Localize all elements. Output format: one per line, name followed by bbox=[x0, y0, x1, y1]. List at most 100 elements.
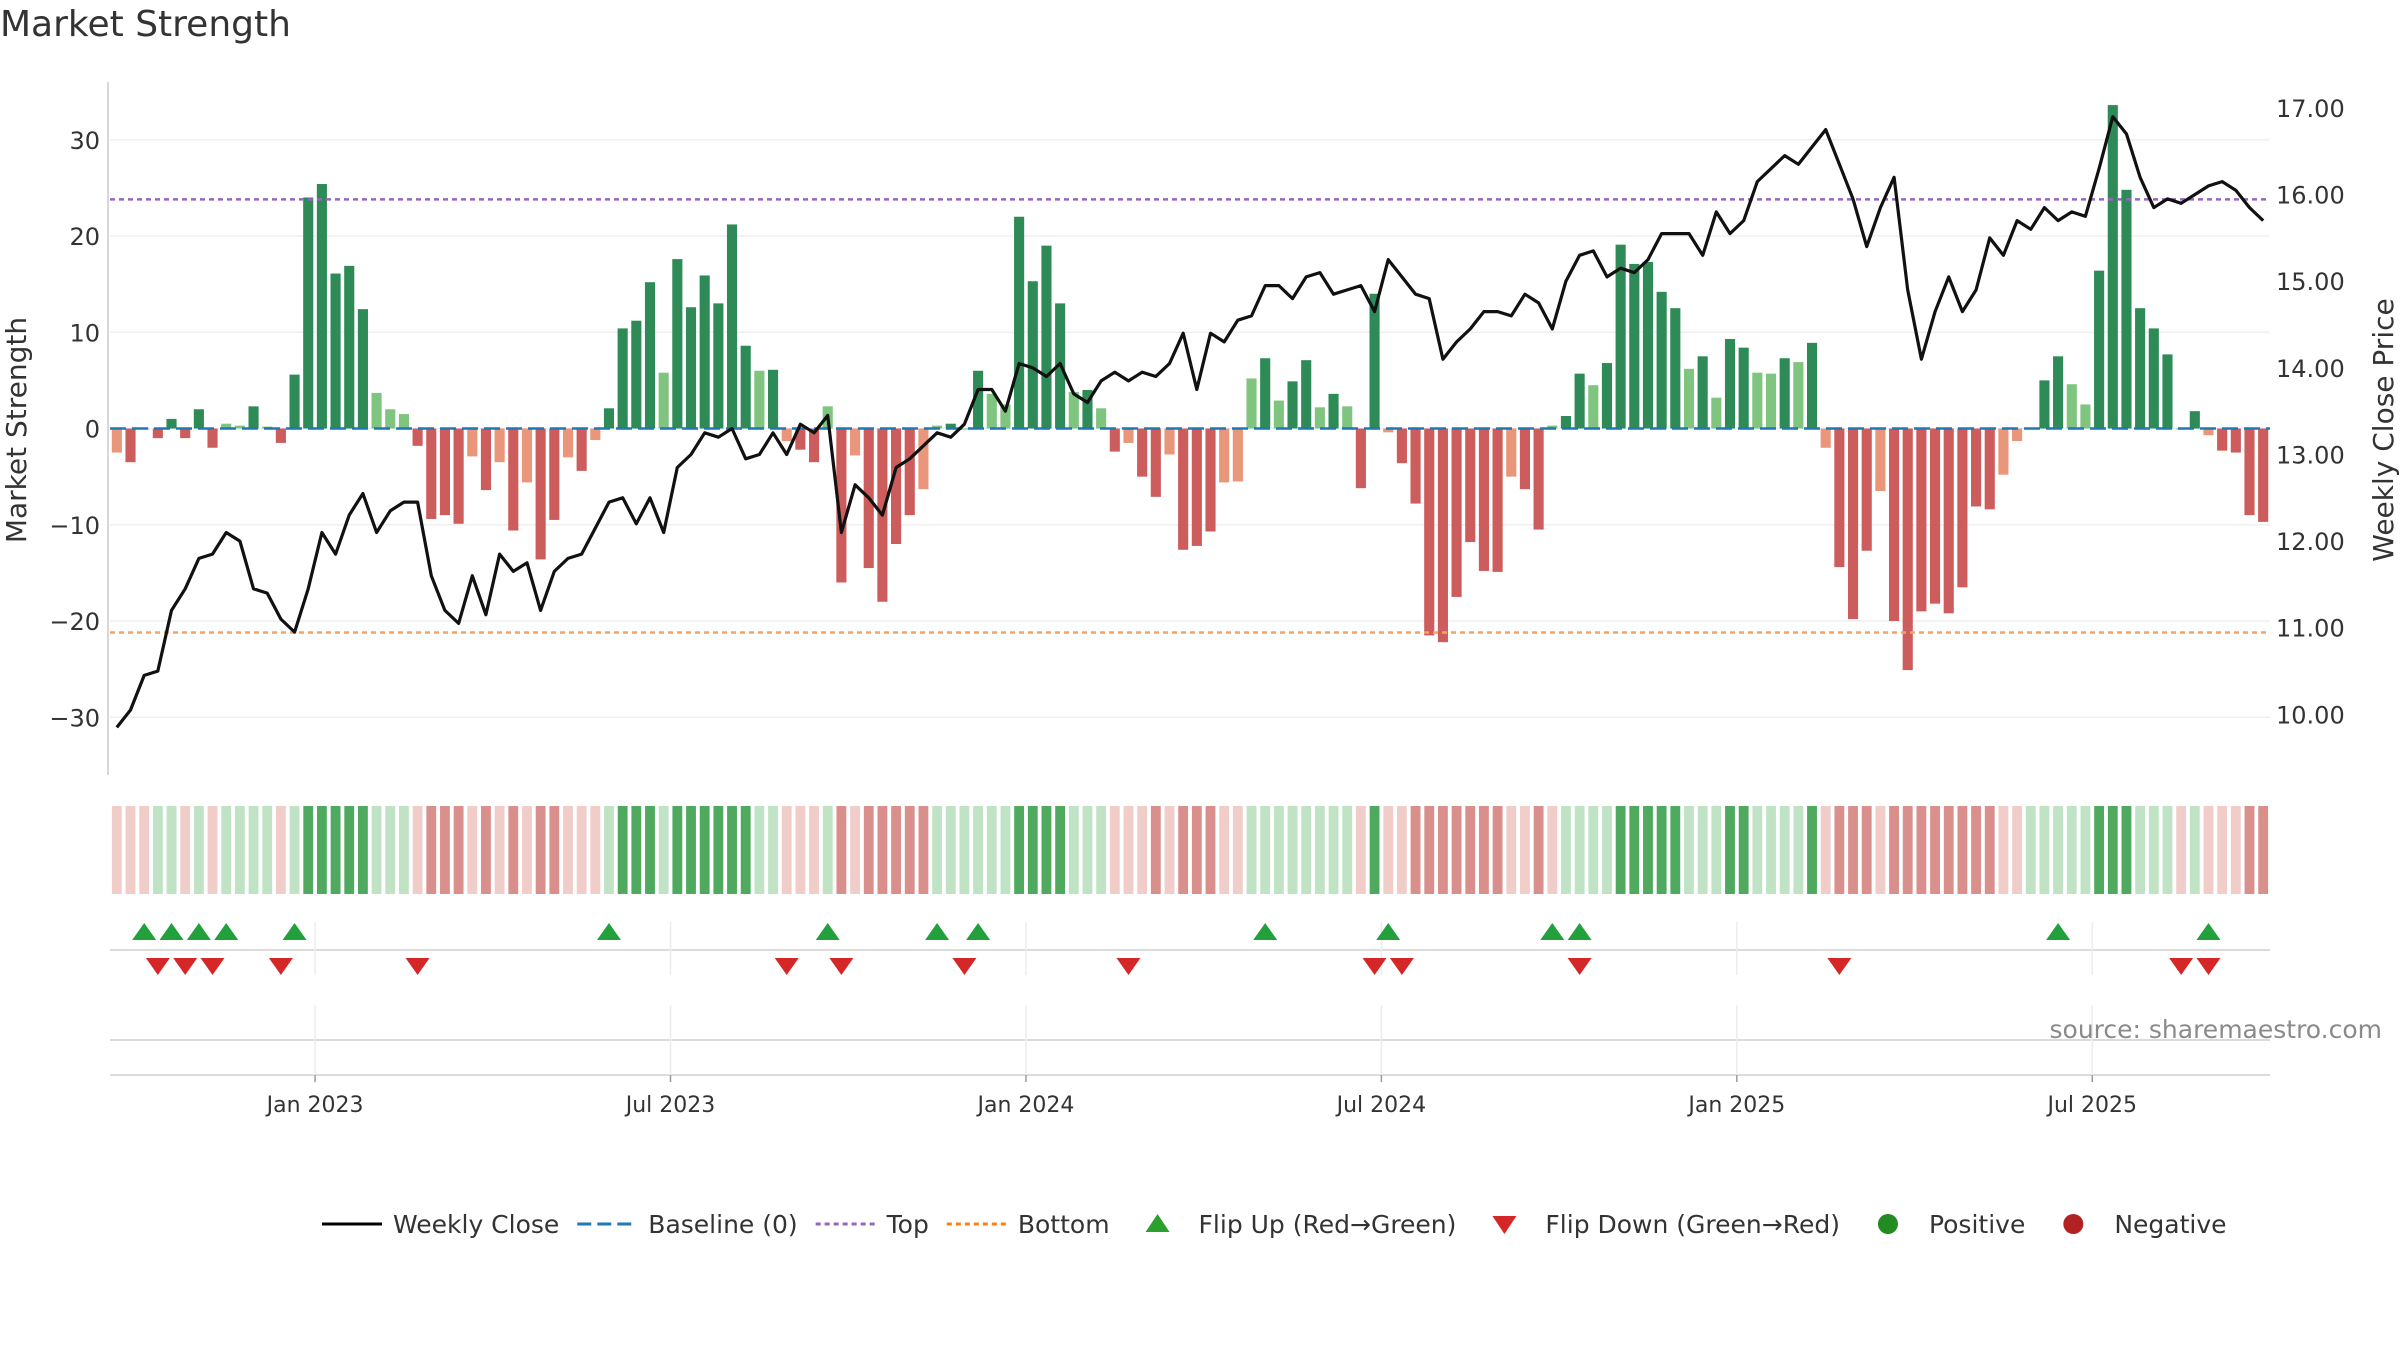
strength-bar bbox=[2230, 428, 2241, 453]
flip-up-marker bbox=[1376, 923, 1401, 940]
strength-bar bbox=[672, 259, 683, 429]
regime-cell bbox=[1629, 806, 1640, 894]
x-tick-label: Jan 2025 bbox=[1686, 1093, 1785, 1118]
y-left-tick-label: −20 bbox=[49, 608, 100, 636]
regime-cell bbox=[1055, 806, 1066, 894]
flip-down-marker bbox=[200, 958, 225, 975]
strength-bar bbox=[1615, 244, 1626, 429]
strength-bar bbox=[1478, 428, 1489, 571]
strength-bar bbox=[631, 320, 642, 429]
regime-cell bbox=[1875, 806, 1886, 894]
regime-cell bbox=[1150, 806, 1161, 894]
regime-cell bbox=[1027, 806, 1038, 894]
regime-cell bbox=[467, 806, 478, 894]
strength-bar bbox=[494, 428, 505, 463]
legend-item: Flip Down (Green→Red) bbox=[1492, 1210, 1840, 1239]
regime-cell bbox=[1588, 806, 1599, 894]
flip-up-marker bbox=[596, 923, 621, 940]
strength-bar bbox=[754, 370, 765, 429]
flip-up-marker bbox=[1253, 923, 1278, 940]
regime-cell bbox=[1096, 806, 1107, 894]
strength-bar bbox=[1342, 406, 1353, 429]
regime-cell bbox=[508, 806, 519, 894]
regime-cell bbox=[344, 806, 355, 894]
legend-label: Top bbox=[886, 1210, 929, 1239]
regime-cell bbox=[1219, 806, 1230, 894]
strength-bar bbox=[1301, 360, 1312, 429]
strength-bar bbox=[330, 273, 341, 429]
regime-cell bbox=[1916, 806, 1927, 894]
y-left-tick-label: 0 bbox=[85, 416, 100, 444]
reference-lines bbox=[110, 198, 2270, 634]
strength-bar bbox=[357, 309, 368, 429]
flip-down-marker bbox=[173, 958, 198, 975]
strength-bar bbox=[685, 307, 697, 429]
regime-cell bbox=[1178, 806, 1189, 894]
regime-cell bbox=[426, 806, 437, 894]
strength-bar bbox=[248, 406, 259, 429]
strength-bar bbox=[1765, 373, 1777, 429]
regime-cell bbox=[932, 806, 943, 894]
strength-bar bbox=[1588, 385, 1599, 429]
regime-cell bbox=[549, 806, 560, 894]
regime-cell bbox=[330, 806, 341, 894]
strength-bar bbox=[1437, 428, 1448, 643]
legend-item: Positive bbox=[1877, 1210, 2025, 1239]
strength-bar bbox=[1232, 428, 1243, 482]
regime-cell bbox=[2217, 806, 2228, 894]
y-right-tick-label: 12.00 bbox=[2276, 528, 2345, 556]
strength-bar bbox=[1943, 428, 1954, 614]
regime-cell bbox=[303, 806, 314, 894]
strength-bar bbox=[166, 418, 177, 429]
regime-cell bbox=[1383, 806, 1394, 894]
flip-down-marker bbox=[2169, 958, 2194, 975]
regime-cell bbox=[563, 806, 573, 894]
regime-cell bbox=[2148, 806, 2159, 894]
legend-label: Flip Down (Green→Red) bbox=[1545, 1210, 1840, 1239]
y-axis-right-label: Weekly Close Price bbox=[2367, 298, 2400, 561]
strength-bar bbox=[1779, 358, 1790, 429]
regime-cell bbox=[399, 806, 409, 894]
regime-cell bbox=[1014, 806, 1025, 894]
strength-bar bbox=[344, 265, 355, 429]
regime-cell bbox=[699, 806, 710, 894]
strength-bar bbox=[316, 184, 327, 429]
strength-bar bbox=[1096, 408, 1107, 429]
strength-bar bbox=[385, 409, 396, 429]
strength-bar bbox=[439, 428, 450, 516]
regime-cell bbox=[658, 806, 669, 894]
regime-cell bbox=[1437, 806, 1448, 894]
strength-bar bbox=[2189, 411, 2200, 429]
strength-bar bbox=[1396, 428, 1407, 464]
weekly-close-series bbox=[115, 115, 2265, 729]
regime-cell bbox=[152, 806, 163, 894]
regime-cell bbox=[1574, 806, 1585, 894]
strength-bar bbox=[1205, 428, 1216, 532]
strength-bar bbox=[2203, 428, 2214, 436]
y-axis-left-label: Market Strength bbox=[0, 317, 33, 543]
legend-label: Baseline (0) bbox=[648, 1210, 797, 1239]
regime-cell bbox=[1820, 806, 1831, 894]
x-tick-label: Jan 2024 bbox=[975, 1093, 1074, 1118]
strength-bar bbox=[959, 428, 970, 430]
strength-bar bbox=[1355, 428, 1366, 489]
regime-cell bbox=[1424, 806, 1435, 894]
flip-down-marker bbox=[145, 958, 170, 975]
strength-bar bbox=[1984, 428, 1995, 510]
regime-cell bbox=[754, 806, 765, 894]
regime-cell bbox=[904, 806, 915, 894]
strength-bar bbox=[521, 428, 533, 483]
regime-cell bbox=[1738, 806, 1749, 894]
strength-bar bbox=[207, 428, 218, 448]
strength-bar bbox=[1068, 391, 1079, 429]
regime-cell bbox=[836, 806, 847, 894]
regime-cell bbox=[918, 806, 929, 894]
flip-down-marker bbox=[1389, 958, 1414, 975]
strength-bar bbox=[2107, 105, 2118, 429]
strength-bar bbox=[1711, 397, 1722, 429]
regime-cell bbox=[1082, 806, 1093, 894]
regime-cell bbox=[234, 806, 245, 894]
legend-swatch bbox=[1492, 1216, 1517, 1234]
strength-bar bbox=[152, 428, 163, 439]
chart-title: Market Strength bbox=[0, 4, 291, 45]
